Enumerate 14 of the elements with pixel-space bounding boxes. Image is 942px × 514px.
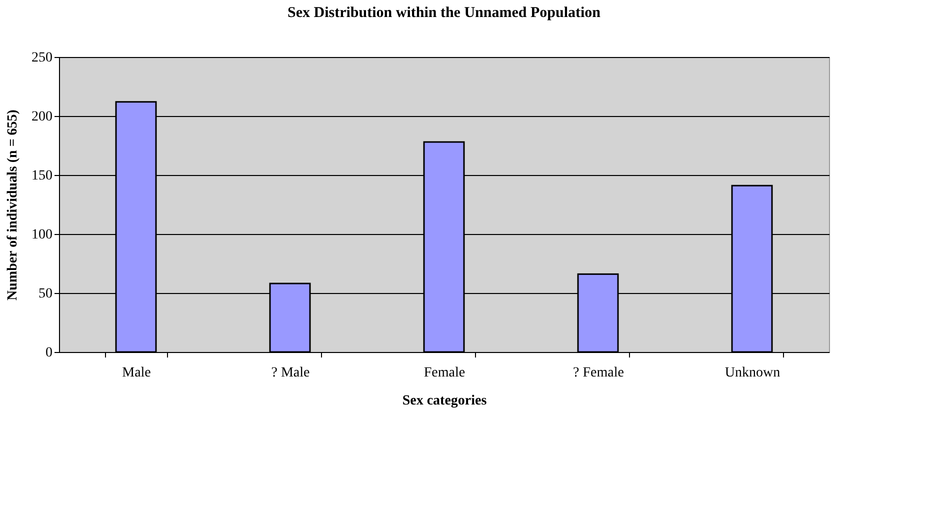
x-tick-label: Male bbox=[122, 366, 151, 380]
chart-title: Sex Distribution within the Unnamed Population bbox=[288, 5, 602, 21]
x-tick-label: Female bbox=[424, 366, 466, 380]
x-tick-label: ? Female bbox=[573, 366, 624, 380]
y-tick-label: 0 bbox=[46, 346, 52, 360]
y-tick-label: 150 bbox=[32, 168, 52, 184]
y-tick-label: 250 bbox=[32, 50, 52, 66]
x-tick-label: ? Male bbox=[271, 366, 310, 380]
x-axis-title: Sex categories bbox=[402, 394, 488, 408]
y-tick-label: 100 bbox=[32, 228, 52, 242]
y-tick-label: 50 bbox=[38, 286, 52, 302]
x-tick-label: Unknown bbox=[724, 366, 780, 380]
y-axis-title: Number of individuals (n = 655) bbox=[6, 109, 20, 300]
y-tick-label: 200 bbox=[32, 110, 52, 124]
